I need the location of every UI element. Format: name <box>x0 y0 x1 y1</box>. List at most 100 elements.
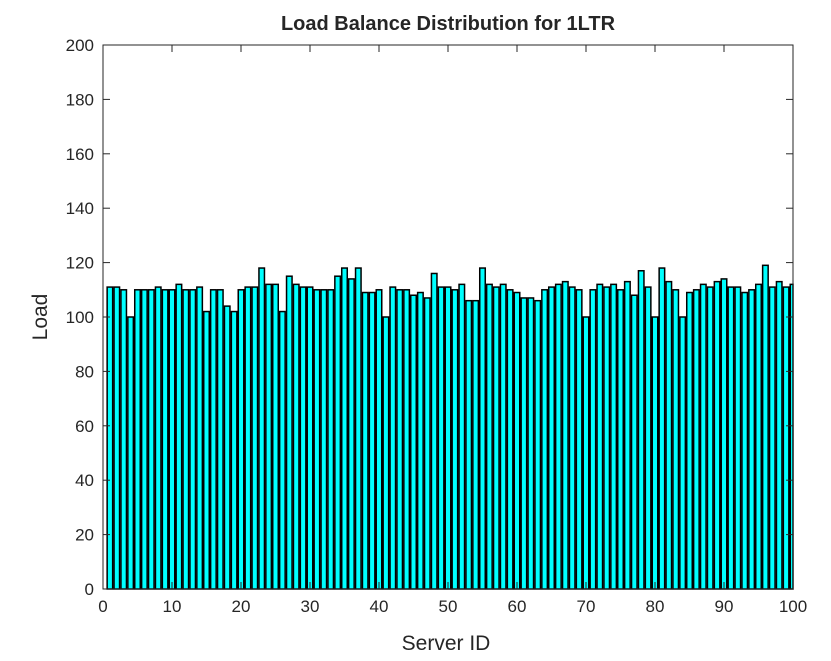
x-tick-label: 60 <box>508 597 527 616</box>
bar-server-70 <box>582 316 590 590</box>
bar-server-76 <box>623 280 631 590</box>
bar-server-5 <box>133 289 142 590</box>
bar-server-74 <box>610 283 618 590</box>
bar-server-45 <box>409 294 418 590</box>
bar-server-50 <box>444 286 452 590</box>
bar-server-14 <box>196 286 204 590</box>
bar-server-10 <box>168 289 176 590</box>
bar-server-46 <box>416 291 424 590</box>
bar-server-51 <box>451 289 459 590</box>
bar-server-64 <box>541 289 549 590</box>
bar-server-22 <box>251 286 259 590</box>
x-tick-label: 70 <box>577 597 596 616</box>
bar-server-78 <box>637 270 645 590</box>
bar-server-47 <box>423 297 431 590</box>
bar-server-77 <box>630 294 638 590</box>
bar-server-60 <box>513 291 521 590</box>
y-tick-label: 160 <box>66 145 94 164</box>
bar-server-40 <box>375 289 383 590</box>
bar-server-6 <box>140 289 148 590</box>
bar-server-93 <box>741 291 749 590</box>
x-tick-label: 0 <box>98 597 107 616</box>
y-tick-label: 140 <box>66 199 94 218</box>
y-tick-label: 80 <box>75 362 94 381</box>
bar-server-49 <box>437 286 445 590</box>
y-tick-label: 0 <box>85 580 94 599</box>
y-tick-label: 180 <box>66 90 94 109</box>
chart-title: Load Balance Distribution for 1LTR <box>281 13 616 35</box>
bar-server-84 <box>679 316 687 590</box>
y-tick-label: 200 <box>66 36 94 55</box>
bar-server-89 <box>713 280 721 590</box>
bar-server-53 <box>465 299 473 590</box>
bar-server-11 <box>175 283 183 590</box>
bar-server-1 <box>106 286 114 590</box>
bar-server-79 <box>644 286 652 590</box>
bar-server-4 <box>127 316 135 590</box>
bar-server-95 <box>754 283 763 590</box>
x-tick-label: 100 <box>779 597 807 616</box>
bar-server-48 <box>430 272 438 590</box>
bar-server-33 <box>327 289 335 590</box>
bar-server-69 <box>575 289 583 590</box>
bar-server-65 <box>547 286 556 590</box>
bar-server-58 <box>499 283 507 590</box>
bar-server-94 <box>748 289 756 590</box>
bar-server-37 <box>354 267 362 590</box>
bar-server-35 <box>340 267 349 590</box>
bar-server-17 <box>216 289 224 590</box>
x-tick-label: 90 <box>715 597 734 616</box>
bar-server-56 <box>485 283 493 590</box>
bar-server-15 <box>202 310 211 590</box>
bar-server-54 <box>472 299 480 590</box>
bar-server-8 <box>154 286 162 590</box>
axes-group: 0 10 20 30 40 50 60 70 80 90 100 0 20 40 60 80 100 120 140… <box>66 36 808 616</box>
bar-server-21 <box>244 286 252 590</box>
bar-server-28 <box>292 283 300 590</box>
y-tick-label: 20 <box>75 526 94 545</box>
y-axis-label: Load <box>29 294 52 341</box>
bar-server-20 <box>237 289 245 590</box>
bar-server-75 <box>616 289 625 590</box>
bar-server-59 <box>506 289 514 590</box>
bar-server-24 <box>265 283 273 590</box>
bar-server-42 <box>389 286 397 590</box>
bar-server-27 <box>285 275 293 590</box>
bar-server-39 <box>368 291 376 590</box>
bar-server-97 <box>768 286 776 590</box>
bar-server-72 <box>596 283 604 590</box>
bar-server-16 <box>209 289 217 590</box>
bar-server-23 <box>258 267 266 590</box>
bar-server-71 <box>589 289 597 590</box>
y-tick-label: 100 <box>66 308 94 327</box>
bar-server-92 <box>734 286 742 590</box>
bar-server-82 <box>665 280 673 590</box>
bar-server-13 <box>189 289 197 590</box>
y-tick-label: 120 <box>66 254 94 273</box>
y-tick-label: 60 <box>75 417 94 436</box>
bar-server-9 <box>161 289 169 590</box>
bars-group <box>106 264 794 590</box>
x-tick-label: 80 <box>646 597 665 616</box>
bar-server-44 <box>403 289 411 590</box>
y-tick-label: 40 <box>75 471 94 490</box>
bar-server-63 <box>534 299 542 590</box>
x-tick-label: 40 <box>370 597 389 616</box>
bar-server-7 <box>147 289 155 590</box>
x-axis-label: Server ID <box>402 632 491 655</box>
bar-server-32 <box>320 289 328 590</box>
bar-server-91 <box>727 286 735 590</box>
bar-server-52 <box>458 283 466 590</box>
bar-server-61 <box>520 297 528 590</box>
bar-server-87 <box>699 283 707 590</box>
x-tick-label: 10 <box>163 597 182 616</box>
bar-server-85 <box>685 291 694 590</box>
bar-server-73 <box>603 286 611 590</box>
bar-server-36 <box>347 278 355 590</box>
bar-server-38 <box>361 291 369 590</box>
bar-server-31 <box>313 289 321 590</box>
bar-server-34 <box>334 275 342 590</box>
bar-server-57 <box>492 286 500 590</box>
bar-server-2 <box>113 286 121 590</box>
